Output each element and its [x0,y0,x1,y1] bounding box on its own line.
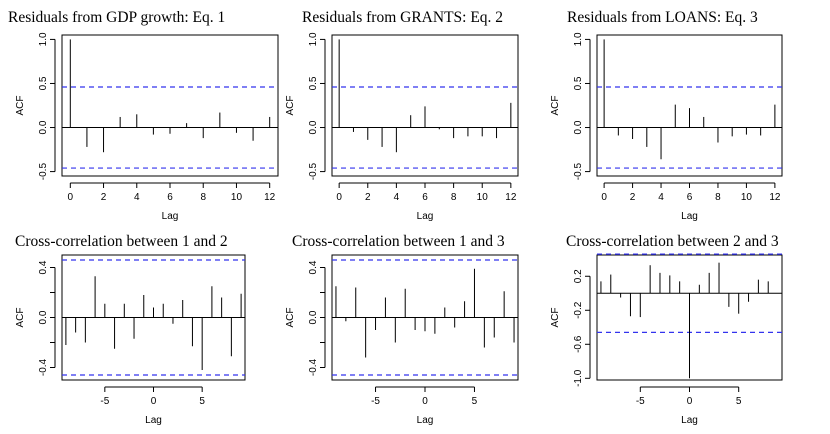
x-tick-label: 10 [231,192,243,203]
y-tick-label: -0.4 [308,358,319,376]
y-axis-label: ACF [15,308,26,328]
y-tick-label: 1.0 [308,32,319,46]
x-axis-label: Lag [417,415,434,426]
y-axis-label: ACF [285,96,296,116]
y-tick-label: -0.5 [308,163,319,181]
x-axis-label: Lag [417,211,434,222]
x-tick-label: 5 [736,396,742,407]
x-axis-label: Lag [681,211,698,222]
x-tick-label: 2 [365,192,371,203]
y-tick-label: 0.4 [308,260,319,274]
y-axis-label: ACF [550,96,561,116]
y-tick-label: 0.2 [573,269,584,283]
x-tick-label: 0 [68,192,74,203]
y-tick-label: 0.5 [573,76,584,90]
x-tick-label: 6 [422,192,428,203]
y-tick-label: 0.0 [38,310,49,324]
x-tick-label: 2 [101,192,107,203]
chart-panel-6: Cross-correlation between 2 and 3 -5 0 5 Lag… [550,233,783,426]
x-tick-label: 0 [687,396,693,407]
y-tick-label: 1.0 [573,32,584,46]
chart-panel-3: Residuals from LOANS: Eq. 3 0 2 4 6 8 10 12 Lag -… [550,9,783,222]
x-tick-label: 0 [601,192,607,203]
x-tick-label: 8 [715,192,721,203]
x-tick-label: -5 [371,396,380,407]
x-tick-label: 6 [167,192,173,203]
x-tick-label: -5 [100,396,109,407]
x-tick-label: 4 [134,192,140,203]
y-tick-label: 0.0 [308,120,319,134]
y-tick-label: 0.0 [308,310,319,324]
chart-title: Residuals from LOANS: Eq. 3 [567,9,758,26]
chart-title: Residuals from GDP growth: Eq. 1 [8,9,225,26]
x-tick-label: 10 [741,192,753,203]
y-tick-label: 1.0 [38,32,49,46]
y-tick-label: 0.0 [573,120,584,134]
x-tick-label: 5 [472,396,478,407]
chart-title: Cross-correlation between 1 and 2 [15,233,228,250]
x-tick-label: 4 [394,192,400,203]
chart-panel-1: Residuals from GDP growth: Eq. 1 0 2 4 6 8 10 1… [8,9,279,222]
x-tick-label: 0 [422,396,428,407]
x-tick-label: 8 [451,192,457,203]
plot-frame [331,34,519,177]
x-tick-label: 12 [769,192,781,203]
y-tick-label: 0.4 [38,260,49,274]
x-tick-label: 12 [264,192,276,203]
chart-panel-2: Residuals from GRANTS: Eq. 2 0 2 4 6 8 10 12 Lag… [285,9,519,222]
x-tick-label: 0 [336,192,342,203]
plot-frame [61,34,279,177]
y-axis-label: ACF [285,308,296,328]
y-tick-label: -0.5 [38,163,49,181]
x-axis-label: Lag [145,415,162,426]
y-tick-label: -0.2 [573,301,584,319]
y-tick-label: 0.5 [308,76,319,90]
y-tick-label: -0.5 [573,163,584,181]
y-tick-label: 0.5 [38,76,49,90]
x-tick-label: -5 [636,396,645,407]
chart-title: Cross-correlation between 2 and 3 [566,233,779,250]
y-axis-label: ACF [15,96,26,116]
x-tick-label: 12 [505,192,517,203]
chart-title: Residuals from GRANTS: Eq. 2 [302,9,503,26]
x-tick-label: 5 [199,396,205,407]
x-tick-label: 4 [658,192,664,203]
y-tick-label: -0.4 [38,358,49,376]
chart-panel-4: Cross-correlation between 1 and 2 -5 0 5 Lag… [15,233,246,426]
chart-panel-5: Cross-correlation between 1 and 3 -5 0 5 Lag… [285,233,519,426]
chart-title: Cross-correlation between 1 and 3 [292,233,505,250]
x-axis-label: Lag [162,211,179,222]
y-tick-label: 0.0 [38,120,49,134]
x-tick-label: 10 [477,192,489,203]
y-tick-label: -1.0 [573,369,584,387]
x-tick-label: 0 [151,396,157,407]
plot-frame [596,34,783,177]
plot-frame [596,254,783,381]
x-tick-label: 6 [687,192,693,203]
y-axis-label: ACF [550,308,561,328]
x-axis-label: Lag [681,415,698,426]
x-tick-label: 2 [630,192,636,203]
y-tick-label: -0.6 [573,335,584,353]
x-tick-label: 8 [200,192,206,203]
